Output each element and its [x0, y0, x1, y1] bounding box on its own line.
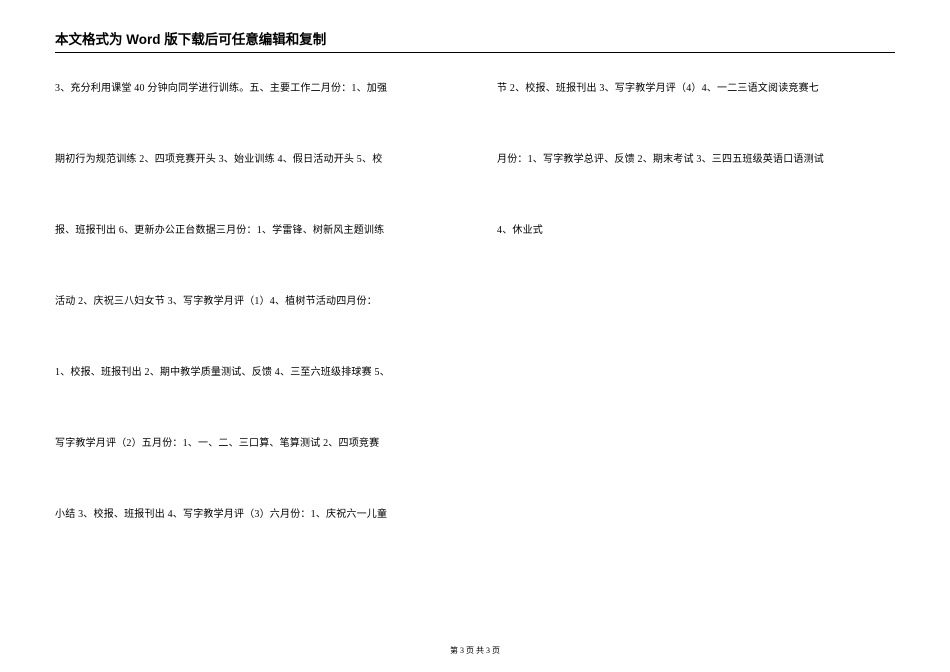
body-paragraph: 月份：1、写字教学总评、反馈 2、期末考试 3、三四五班级英语口语测试 — [497, 152, 895, 167]
body-paragraph: 1、校报、班报刊出 2、期中教学质量测试、反馈 4、三至六班级排球赛 5、 — [55, 365, 453, 380]
page-header-title: 本文格式为 Word 版下载后可任意编辑和复制 — [55, 28, 895, 53]
body-paragraph: 报、班报刊出 6、更新办公正台数据三月份：1、学雷锋、树新风主题训练 — [55, 223, 453, 238]
body-paragraph: 期初行为规范训练 2、四项竞赛开头 3、始业训练 4、假日活动开头 5、校 — [55, 152, 453, 167]
body-paragraph: 4、休业式 — [497, 223, 895, 238]
left-column: 3、充分利用课堂 40 分钟向同学进行训练。五、主要工作二月份：1、加强 期初行… — [55, 81, 453, 578]
right-column: 节 2、校报、班报刊出 3、写字教学月评（4）4、一二三语文阅读竞赛七 月份：1… — [497, 81, 895, 578]
two-column-layout: 3、充分利用课堂 40 分钟向同学进行训练。五、主要工作二月份：1、加强 期初行… — [55, 81, 895, 578]
body-paragraph: 写字教学月评（2）五月份：1、一、二、三口算、笔算测试 2、四项竞赛 — [55, 436, 453, 451]
document-page: 本文格式为 Word 版下载后可任意编辑和复制 3、充分利用课堂 40 分钟向同… — [0, 0, 950, 578]
body-paragraph: 活动 2、庆祝三八妇女节 3、写字教学月评（1）4、植树节活动四月份： — [55, 294, 453, 309]
body-paragraph: 3、充分利用课堂 40 分钟向同学进行训练。五、主要工作二月份：1、加强 — [55, 81, 453, 96]
body-paragraph: 节 2、校报、班报刊出 3、写字教学月评（4）4、一二三语文阅读竞赛七 — [497, 81, 895, 96]
body-paragraph: 小结 3、校报、班报刊出 4、写字教学月评（3）六月份：1、庆祝六一儿童 — [55, 507, 453, 522]
page-footer: 第 3 页 共 3 页 — [0, 645, 950, 656]
